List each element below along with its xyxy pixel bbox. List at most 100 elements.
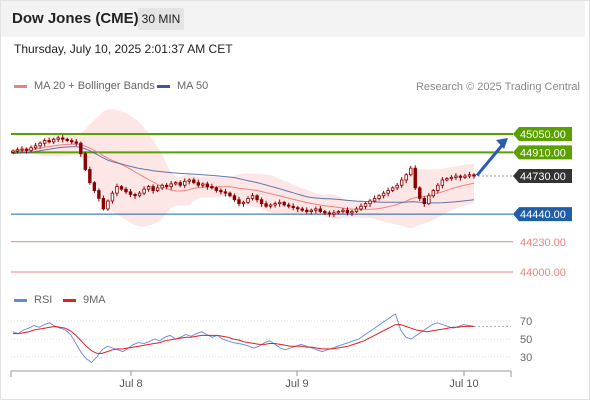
candle-body	[70, 140, 74, 143]
candle-body	[409, 167, 413, 176]
candle-body	[246, 197, 250, 203]
candle-body	[24, 148, 29, 151]
candle-body	[219, 190, 223, 193]
candle-body	[422, 197, 426, 205]
candle-body	[277, 201, 282, 205]
ma20-line	[12, 143, 475, 210]
candle-body	[160, 184, 164, 189]
candle-body	[97, 190, 101, 199]
x-tick-label-Jul-10: Jul 10	[449, 378, 478, 390]
candle-body	[61, 137, 65, 140]
candle-body	[390, 187, 395, 191]
candle-body	[92, 182, 97, 191]
candle-body	[214, 187, 219, 191]
legend-rsi-ma: 9MA	[63, 294, 106, 306]
candle-body	[264, 203, 268, 207]
instrument-title: Dow Jones (CME)	[12, 10, 139, 27]
candle-body	[418, 187, 422, 199]
candle-body	[467, 174, 472, 177]
candle-body	[142, 188, 146, 194]
candle-body	[345, 209, 350, 214]
candle-body	[29, 147, 33, 151]
ma20-swatch	[14, 84, 27, 88]
candle-body	[241, 201, 246, 205]
legend-ma20: MA 20 + Bollinger Bands	[14, 80, 155, 92]
candle-body	[137, 192, 142, 197]
candle-body	[47, 140, 51, 143]
candle-body	[174, 182, 178, 185]
candle-body	[42, 140, 47, 144]
candle-body	[291, 205, 295, 209]
level-label-44910.00: 44910.00	[520, 147, 566, 159]
candle-body	[368, 200, 372, 205]
candle-body	[133, 194, 137, 197]
candle-body	[115, 186, 119, 194]
candle-body	[282, 201, 286, 206]
candle-body	[20, 148, 24, 151]
candle-body	[354, 208, 359, 212]
candle-body	[327, 212, 332, 215]
rsi-tick-30: 30	[520, 352, 532, 364]
level-label-44230.00: 44230.00	[520, 237, 566, 249]
level-label-44440.00: 44440.00	[520, 209, 566, 221]
interval-badge[interactable]: 30 MIN	[138, 8, 184, 30]
candle-body	[413, 167, 417, 189]
candle-body	[74, 141, 78, 144]
candle-body	[228, 192, 232, 197]
candle-body	[155, 187, 160, 191]
candle-body	[427, 195, 431, 205]
candle-body	[223, 191, 228, 194]
candle-body	[332, 212, 336, 215]
candle-body	[336, 211, 341, 214]
candle-body	[237, 199, 241, 205]
candle-body	[79, 142, 83, 155]
candle-body	[399, 179, 404, 186]
candle-body	[436, 184, 440, 191]
candle-body	[445, 178, 449, 181]
candle-body	[15, 149, 20, 152]
forecast-arrow-head	[496, 138, 508, 149]
candle-body	[210, 186, 214, 189]
candle-body	[192, 179, 196, 184]
rsi-tick-50: 50	[520, 334, 532, 346]
candle-body	[318, 208, 323, 212]
candle-body	[124, 188, 128, 193]
candle-body	[183, 180, 187, 186]
candle-body	[187, 179, 191, 182]
candle-body	[440, 179, 445, 186]
candle-body	[305, 209, 309, 212]
candle-body	[106, 200, 110, 210]
level-tag-44440.00	[513, 207, 572, 222]
candle-body	[458, 175, 463, 178]
candle-body	[268, 204, 273, 207]
level-tag-45050.00	[513, 127, 572, 141]
candle-body	[65, 138, 69, 141]
candle-body	[205, 183, 210, 187]
candle-body	[255, 195, 259, 201]
candle-body	[472, 174, 476, 177]
legend-rsi: RSI	[14, 294, 52, 306]
level-tag-44730.00	[513, 169, 572, 184]
candle-body	[449, 176, 454, 180]
legend-ma50-label: MA 50	[177, 80, 209, 92]
x-tick-label-Jul-9: Jul 9	[285, 378, 308, 390]
candle-body	[119, 186, 124, 190]
bollinger-band	[13, 109, 474, 229]
rsi-line	[12, 313, 475, 363]
x-tick-label-Jul-8: Jul 8	[119, 378, 142, 390]
candle-body	[431, 190, 436, 197]
candle-body	[232, 195, 237, 201]
candle-body	[169, 183, 173, 187]
candle-body	[395, 184, 399, 189]
level-label-44000.00: 44000.00	[520, 267, 566, 279]
candle-body	[201, 183, 205, 186]
candle-body	[250, 195, 255, 199]
candle-body	[196, 182, 201, 186]
forecast-arrow-shaft	[475, 142, 506, 177]
candle-body	[323, 211, 327, 214]
candle-body	[83, 153, 88, 170]
candle-body	[404, 174, 408, 181]
rsi-ma-line	[13, 324, 474, 354]
